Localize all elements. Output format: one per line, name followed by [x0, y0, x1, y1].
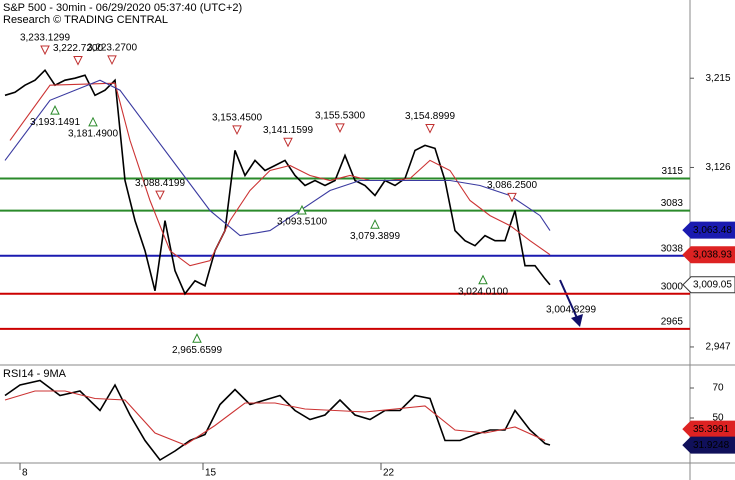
low-label: 2,965.6599 — [172, 345, 222, 356]
price-badge-label: 3,009.05 — [693, 279, 732, 290]
price-badge — [682, 420, 735, 438]
high-label: 3,141.1599 — [263, 125, 313, 136]
y-tick-label: 3,126 — [705, 162, 730, 173]
y-tick-label: 50 — [712, 413, 724, 424]
high-label: 3,154.8999 — [405, 111, 455, 122]
high-label: 3,088.4199 — [135, 178, 185, 189]
high-marker — [507, 192, 517, 203]
price-badge — [682, 221, 735, 239]
low-label: 3,024.0100 — [458, 286, 508, 297]
high-marker — [73, 55, 83, 66]
x-tick-label: 8 — [22, 468, 28, 479]
high-marker — [335, 123, 345, 133]
high-marker — [283, 137, 293, 148]
chart-subtitle: Research © TRADING CENTRAL — [3, 14, 168, 26]
high-marker — [155, 190, 165, 201]
low-marker — [192, 333, 202, 343]
rsi-title: RSI14 - 9MA — [3, 368, 67, 380]
low-marker — [88, 116, 98, 127]
forecast-label: 3,004.8299 — [546, 305, 596, 316]
low-marker — [50, 105, 60, 115]
high-label: 3,233.1299 — [20, 33, 70, 44]
y-tick-label: 3,215 — [705, 73, 730, 84]
series-line — [4, 390, 546, 446]
level-label: 3000 — [661, 281, 684, 292]
chart-title: S&P 500 - 30min - 06/29/2020 05:37:40 (U… — [3, 2, 242, 14]
high-marker — [40, 45, 50, 56]
series-line — [4, 379, 551, 462]
low-marker — [478, 274, 488, 285]
level-label: 3115 — [661, 166, 683, 177]
high-marker — [425, 123, 435, 134]
forecast-arrow — [559, 279, 578, 319]
level-label: 3038 — [661, 243, 684, 254]
price-badge-label: 35.3991 — [693, 424, 730, 435]
low-marker — [297, 204, 307, 215]
high-marker — [107, 55, 117, 66]
x-tick-label: 15 — [205, 468, 217, 479]
low-label: 3,193.1491 — [30, 117, 80, 128]
high-label: 3,155.5300 — [315, 110, 365, 121]
y-tick-label: 2,947 — [705, 342, 730, 353]
high-label: 3,086.2500 — [487, 180, 537, 191]
low-label: 3,181.4900 — [68, 128, 118, 139]
price-badge — [682, 436, 735, 454]
price-badge — [682, 276, 735, 294]
price-badge-label: 31.9248 — [693, 440, 730, 451]
level-label: 2965 — [661, 317, 684, 328]
high-label: 3,223.2700 — [87, 43, 137, 54]
price-badge — [682, 246, 735, 264]
y-tick-label: 70 — [712, 383, 724, 394]
series-line — [4, 68, 551, 296]
high-marker — [232, 125, 242, 136]
low-label: 3,093.5100 — [277, 217, 327, 228]
low-marker — [370, 219, 380, 229]
forecast-arrowhead — [571, 314, 583, 327]
level-label: 3083 — [661, 198, 684, 209]
series-line — [9, 82, 551, 267]
price-badge-label: 3,063.48 — [693, 225, 732, 236]
x-tick-label: 22 — [383, 468, 395, 479]
low-label: 3,079.3899 — [350, 231, 400, 242]
high-label: 3,153.4500 — [212, 113, 262, 124]
high-label: 3,222.7200 — [53, 43, 103, 54]
price-badge-label: 3,038.93 — [693, 249, 732, 260]
